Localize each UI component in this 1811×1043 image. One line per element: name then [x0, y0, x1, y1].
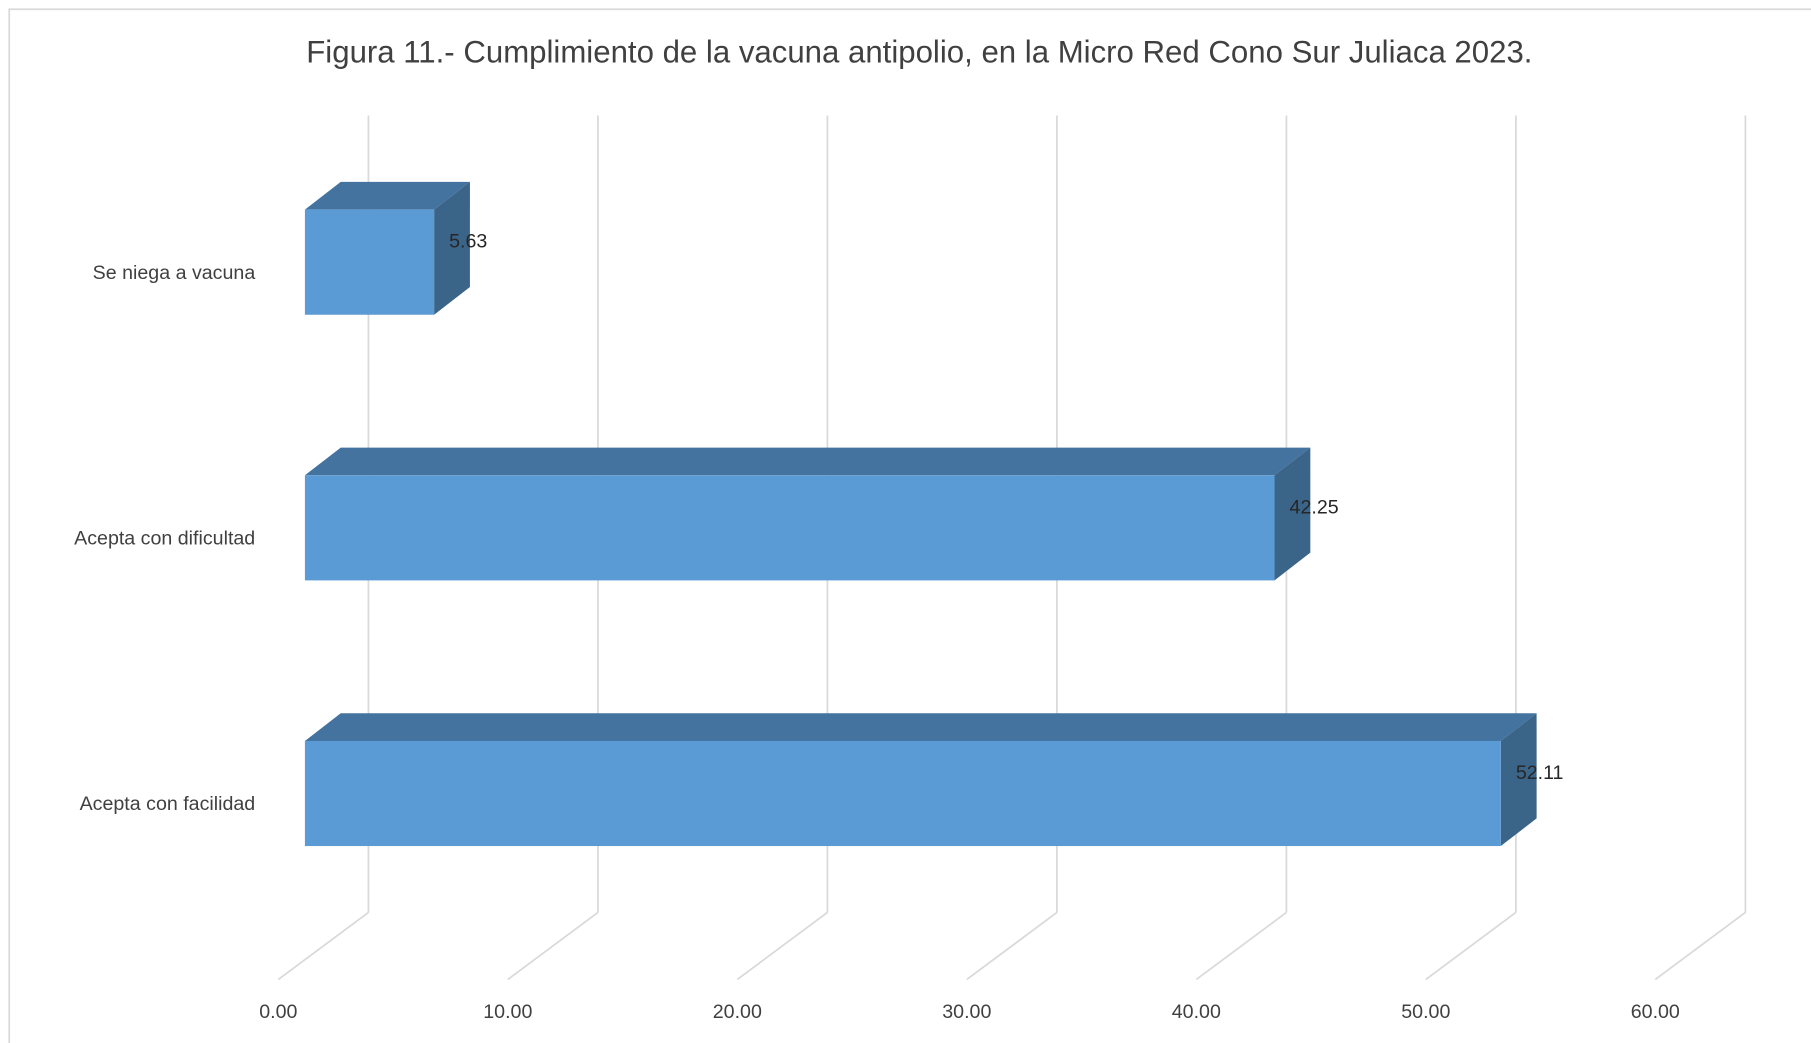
y-tick-label: Se niega a vacuna	[93, 262, 256, 284]
data-label: 52.11	[1516, 762, 1564, 784]
floor-grid-line	[966, 911, 1058, 981]
bar-side	[1274, 447, 1311, 581]
floor-grid-line	[507, 911, 599, 981]
bar	[304, 475, 1275, 581]
bar-side	[1500, 713, 1537, 847]
chart-title: Figura 11.- Cumplimiento de la vacuna an…	[306, 35, 1532, 70]
data-label: 42.25	[1290, 496, 1339, 518]
floor-grid-line	[1654, 911, 1746, 981]
x-tick-label: 50.00	[1401, 1001, 1450, 1023]
x-tick-label: 0.00	[259, 1001, 297, 1023]
bar-top	[304, 181, 470, 210]
x-tick-label: 10.00	[483, 1001, 532, 1023]
bar-side	[434, 181, 470, 315]
bar	[304, 740, 1501, 847]
y-tick-label: Acepta con facilidad	[80, 793, 256, 815]
x-tick-label: 40.00	[1172, 1001, 1221, 1023]
x-tick-label: 30.00	[942, 1001, 991, 1023]
floor-grid-line	[277, 911, 369, 981]
bar	[304, 209, 435, 315]
floor-grid-line	[1425, 911, 1517, 981]
x-tick-label: 60.00	[1631, 1001, 1680, 1023]
bar-top	[304, 713, 1537, 741]
floor-grid-line	[736, 911, 828, 981]
bar-top	[304, 447, 1311, 476]
data-label: 5.63	[449, 231, 487, 253]
y-tick-label: Acepta con dificultad	[74, 528, 255, 550]
x-tick-label: 20.00	[713, 1001, 762, 1023]
floor-grid-line	[1195, 911, 1287, 981]
